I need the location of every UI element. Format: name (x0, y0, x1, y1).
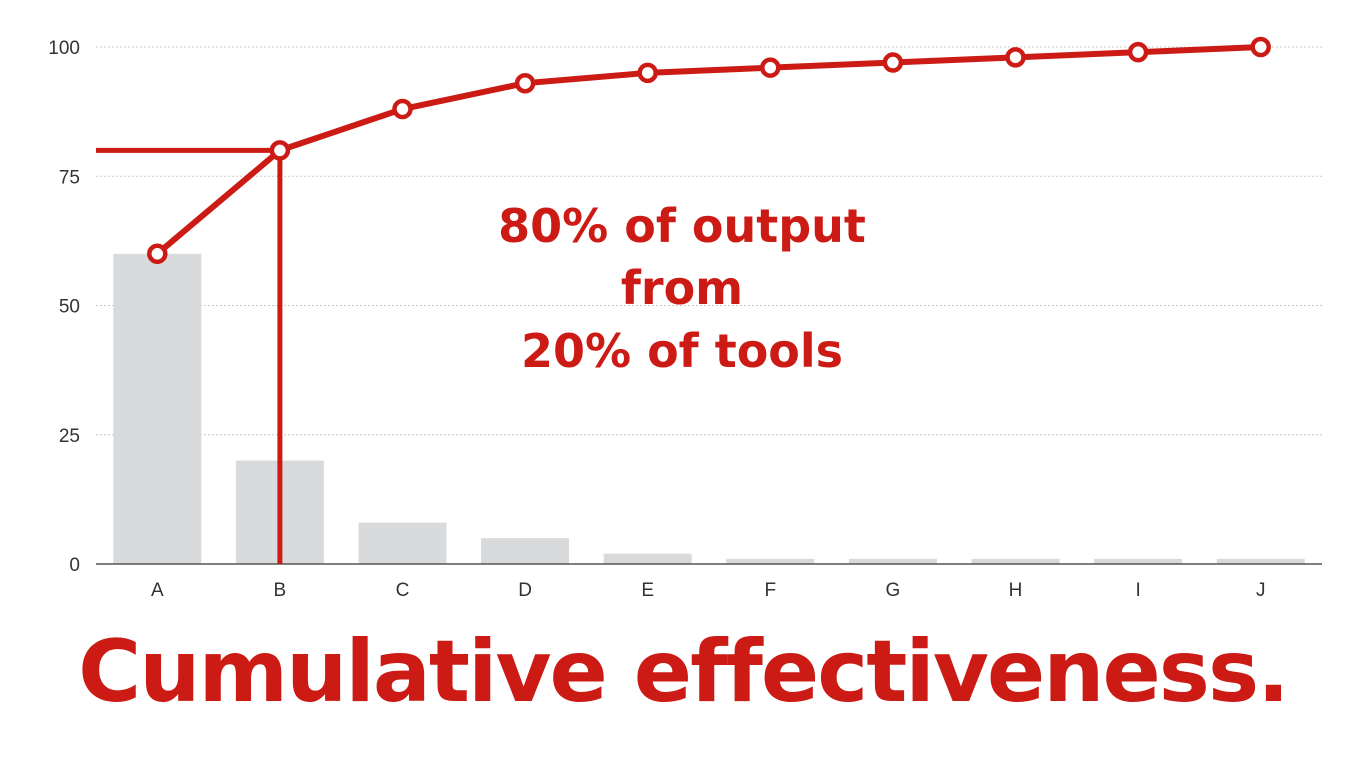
point-a (147, 243, 168, 265)
point-f (760, 57, 781, 78)
pareto-chart: 0 25 50 75 100 A B C D E F G H I J 80% of output from… (48, 36, 1322, 601)
x-tick-label: E (641, 580, 654, 601)
bar-h (971, 558, 1060, 564)
annotation-line-3: 20% of tools (521, 324, 843, 378)
x-tick-label: J (1256, 580, 1266, 601)
y-tick-label: 50 (59, 297, 80, 318)
point-g (882, 52, 904, 73)
point-c (392, 98, 413, 120)
x-tick-label: D (518, 580, 532, 601)
bar-c (358, 522, 447, 564)
y-axis-ticks: 0 25 50 75 100 (48, 38, 80, 576)
x-tick-label: H (1009, 580, 1023, 601)
bar-i (1094, 558, 1183, 564)
cumulative-line (147, 36, 1271, 265)
point-e (637, 62, 658, 84)
point-b (269, 140, 291, 161)
y-tick-label: 100 (48, 38, 80, 59)
annotation-line-2: from (621, 261, 743, 315)
bar-j (1216, 558, 1305, 564)
bar-a (113, 253, 202, 565)
bar-d (481, 538, 570, 564)
x-tick-label: A (151, 580, 164, 601)
x-axis-labels: A B C D E F G H I J (151, 580, 1265, 601)
y-tick-label: 0 (69, 555, 80, 576)
x-tick-label: G (886, 580, 901, 601)
x-tick-label: C (396, 580, 410, 601)
y-tick-label: 75 (59, 167, 80, 188)
x-tick-label: F (764, 580, 776, 601)
point-j (1250, 36, 1271, 58)
x-tick-label: I (1135, 580, 1140, 601)
bar-e (603, 553, 692, 564)
bars (113, 253, 1305, 565)
annotation-line-1: 80% of output (498, 199, 866, 253)
point-i (1127, 41, 1149, 63)
bar-g (848, 558, 937, 564)
cumulative-series-line (155, 44, 1261, 257)
bar-f (726, 558, 815, 564)
caption: Cumulative effectiveness. (78, 622, 1290, 722)
point-h (1005, 47, 1026, 68)
x-tick-label: B (274, 580, 287, 601)
reference-lines (96, 147, 283, 564)
y-tick-label: 25 (59, 426, 80, 447)
point-d (514, 72, 536, 94)
gridlines (96, 46, 1322, 436)
